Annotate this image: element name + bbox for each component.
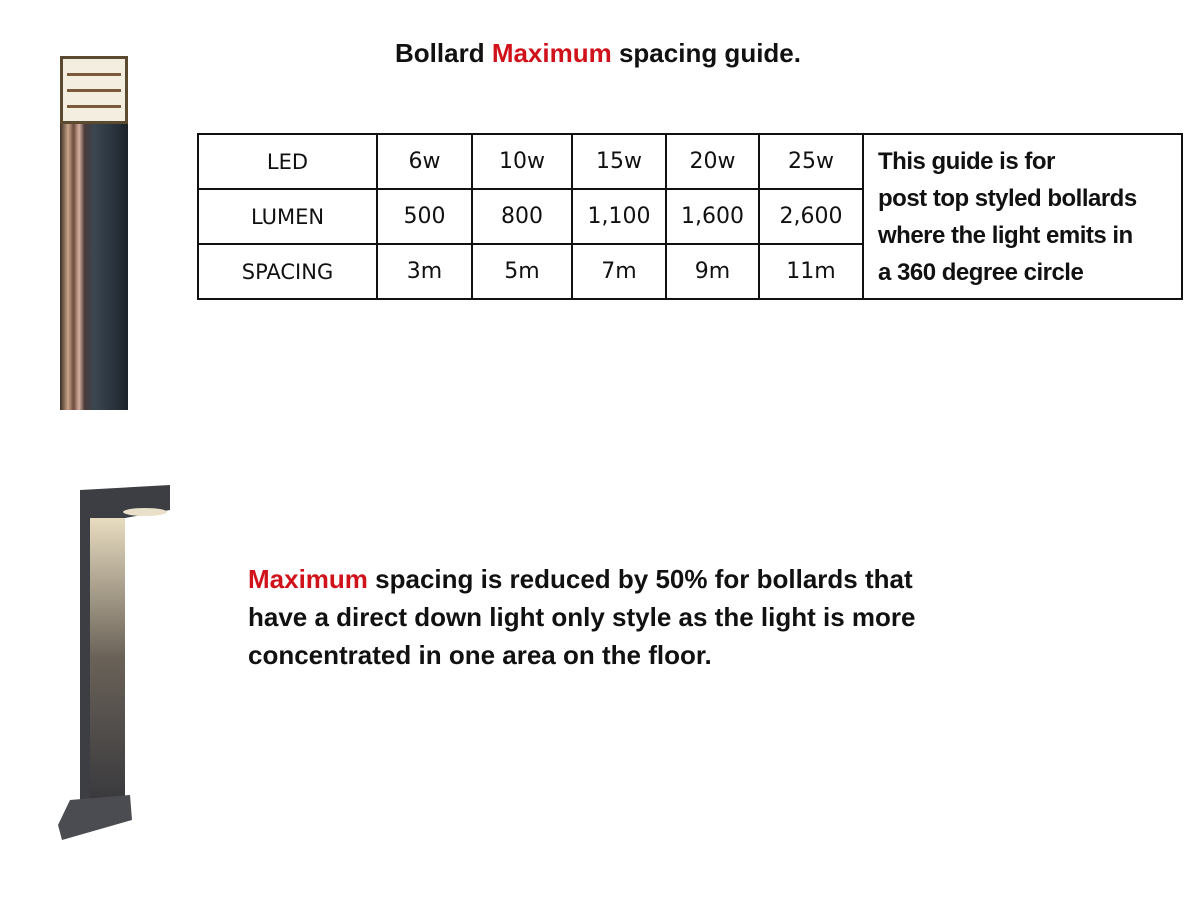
post-top-bollard-image (60, 56, 128, 410)
title-highlight: Maximum (491, 38, 612, 68)
note-line: where the light emits in (878, 221, 1133, 249)
table-cell: 9m (665, 243, 760, 300)
table-cell: 6w (376, 133, 473, 190)
table-cell: 25w (758, 133, 864, 190)
reduction-note: Maximum spacing is reduced by 50% for bo… (248, 564, 916, 670)
row-label: LED (197, 133, 378, 190)
row-label: SPACING (197, 243, 378, 300)
table-cell: 15w (571, 133, 667, 190)
table-cell: 20w (665, 133, 760, 190)
table-cell: 500 (376, 188, 473, 245)
note-line: This guide is for (878, 147, 1055, 175)
table-cell: 2,600 (758, 188, 864, 245)
table-cell: 800 (471, 188, 573, 245)
table-cell: 5m (471, 243, 573, 300)
note-line: a 360 degree circle (878, 258, 1084, 286)
spacing-table: LED 6w 10w 15w 20w 25w This guide is for post t… (197, 133, 1183, 300)
note-line: post top styled bollards (878, 184, 1137, 212)
table-row: SPACING 3m 5m 7m 9m 11m (197, 243, 1182, 300)
table-cell: 3m (376, 243, 473, 300)
down-light-bollard-image (58, 485, 170, 840)
table-cell: 7m (571, 243, 667, 300)
table-row: LED 6w 10w 15w 20w 25w This guide is for post t… (197, 133, 1183, 300)
table-cell: 10w (471, 133, 573, 190)
table-cell: 1,100 (571, 188, 667, 245)
row-label: LUMEN (197, 188, 378, 245)
table-cell: 11m (758, 243, 864, 300)
page-title: Bollard Maximum spacing guide. (395, 38, 801, 68)
table-row: LUMEN 500 800 1,100 1,600 2,600 (197, 188, 1182, 245)
table-cell: 1,600 (665, 188, 760, 245)
guide-note: This guide is for post top styled bollard… (862, 133, 1183, 300)
